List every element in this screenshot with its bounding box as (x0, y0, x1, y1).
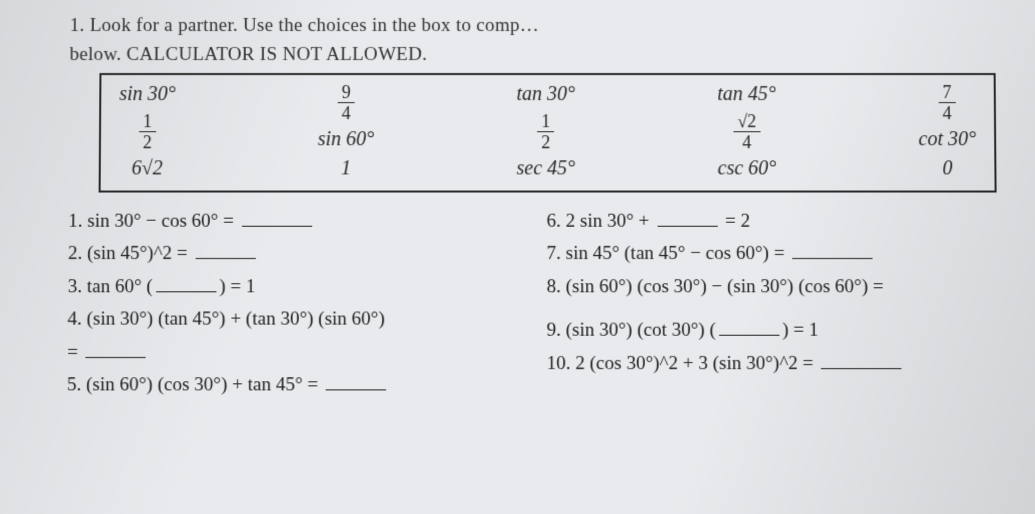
q6-text-b: = 2 (720, 211, 750, 232)
questions-right: 6. 2 sin 30° + = 2 7. sin 45° (tan 45° −… (547, 207, 999, 404)
q4: 4. (sin 30°) (tan 45°) + (tan 30°) (sin … (67, 305, 518, 335)
blank (86, 340, 146, 357)
blank (792, 242, 872, 259)
q9: 9. (sin 30°) (cot 30°) ( ) = 1 (547, 316, 998, 346)
choice: 0 (942, 157, 952, 180)
q8-text: 8. (sin 60°) (cos 30°) − (sin 30°) (cos … (547, 276, 884, 297)
choice: sin 60° (318, 128, 375, 151)
q1-text: 1. sin 30° − cos 60° = (68, 211, 238, 232)
blank (326, 373, 386, 390)
choice-frac: 1 2 (537, 112, 554, 151)
q7-text: 7. sin 45° (tan 45° − cos 60°) = (547, 243, 790, 264)
choice-col-4: tan 45° √2 4 csc 60° (717, 83, 776, 180)
blank (242, 210, 312, 227)
q9-text-a: 9. (sin 30°) (cot 30°) ( (547, 320, 716, 341)
blank (657, 210, 717, 227)
instructions: 1. Look for a partner. Use the choices i… (69, 12, 995, 69)
choice-col-3: tan 30° 1 2 sec 45° (517, 83, 576, 180)
q4-eq-text: = (67, 342, 83, 363)
q8-blank (547, 305, 998, 313)
q9-text-b: ) = 1 (782, 320, 818, 341)
choice-frac: 7 4 (938, 83, 955, 122)
choice: cot 30° (918, 128, 976, 151)
choice: csc 60° (718, 157, 777, 180)
choice: sin 30° (119, 83, 176, 106)
choice-col-5: 7 4 cot 30° 0 (918, 83, 976, 180)
questions-left: 1. sin 30° − cos 60° = 2. (sin 45°)^2 = … (67, 207, 519, 404)
blank (821, 352, 902, 369)
blank (156, 275, 216, 292)
instruction-line-2: below. CALCULATOR IS NOT ALLOWED. (69, 41, 995, 70)
choice: 6√2 (131, 157, 162, 180)
q4-eq: = (67, 338, 518, 368)
q7: 7. sin 45° (tan 45° − cos 60°) = (547, 239, 998, 269)
choice-col-1: sin 30° 1 2 6√2 (119, 83, 176, 180)
q1: 1. sin 30° − cos 60° = (68, 207, 518, 237)
q2-text: 2. (sin 45°)^2 = (68, 243, 193, 264)
q4-text: 4. (sin 30°) (tan 45°) + (tan 30°) (sin … (67, 309, 384, 330)
q5-text: 5. (sin 60°) (cos 30°) + tan 45° = (67, 374, 323, 395)
q10-text: 10. 2 (cos 30°)^2 + 3 (sin 30°)^2 = (547, 353, 819, 374)
worksheet-page: 1. Look for a partner. Use the choices i… (0, 0, 1035, 514)
choice-col-2: 9 4 sin 60° 1 (318, 83, 375, 180)
q2: 2. (sin 45°)^2 = (68, 239, 519, 269)
q6-text-a: 6. 2 sin 30° + (547, 211, 654, 232)
q3: 3. tan 60° ( ) = 1 (68, 272, 519, 302)
choice: sec 45° (517, 157, 576, 180)
blank (195, 242, 255, 259)
q6: 6. 2 sin 30° + = 2 (547, 207, 997, 237)
q8: 8. (sin 60°) (cos 30°) − (sin 30°) (cos … (547, 272, 998, 302)
blank (719, 319, 779, 336)
choices-box: sin 30° 1 2 6√2 9 4 sin 60° 1 tan 30° 1 … (99, 73, 997, 192)
instruction-line-1: 1. Look for a partner. Use the choices i… (70, 12, 996, 41)
q10: 10. 2 (cos 30°)^2 + 3 (sin 30°)^2 = (547, 349, 998, 379)
choice-frac: √2 4 (733, 112, 760, 151)
choice-frac: 9 4 (338, 83, 355, 122)
choice: 1 (341, 157, 351, 180)
choice: tan 45° (717, 83, 776, 106)
q5: 5. (sin 60°) (cos 30°) + tan 45° = (67, 370, 519, 400)
q3-text-a: 3. tan 60° ( (68, 276, 153, 297)
q3-text-b: ) = 1 (219, 276, 255, 297)
questions: 1. sin 30° − cos 60° = 2. (sin 45°)^2 = … (67, 207, 999, 404)
choice-frac: 1 2 (139, 112, 156, 151)
choice: tan 30° (517, 83, 576, 106)
